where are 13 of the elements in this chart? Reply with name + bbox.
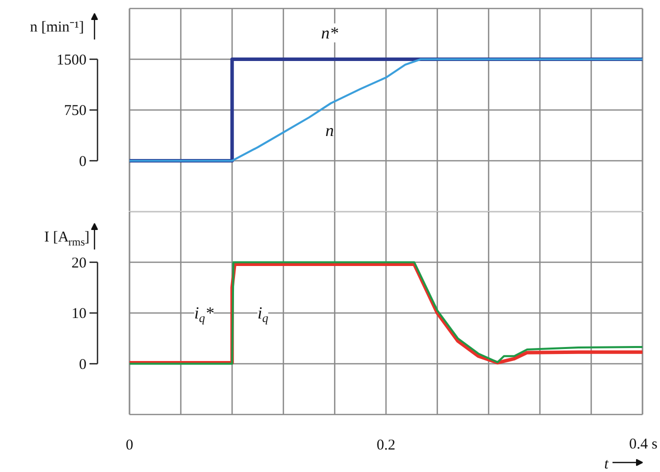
x-tick-label: 0 [126,438,134,454]
x-axis-title: t [604,456,610,472]
y-tick-label: 750 [64,103,86,119]
y-tick-label: 1500 [56,52,86,68]
y-tick-label: 0 [79,154,86,170]
x-tick-label: 0.4 s [629,436,658,452]
y-axis-title: n [min⁻¹] [30,20,84,36]
y-tick-label: 10 [72,306,86,322]
x-tick-label: 0.2 [376,438,396,454]
series-label: n* [321,23,339,42]
y-tick-label: 0 [79,356,86,373]
y-tick-label: 20 [72,255,86,272]
series-label: n [325,120,334,140]
